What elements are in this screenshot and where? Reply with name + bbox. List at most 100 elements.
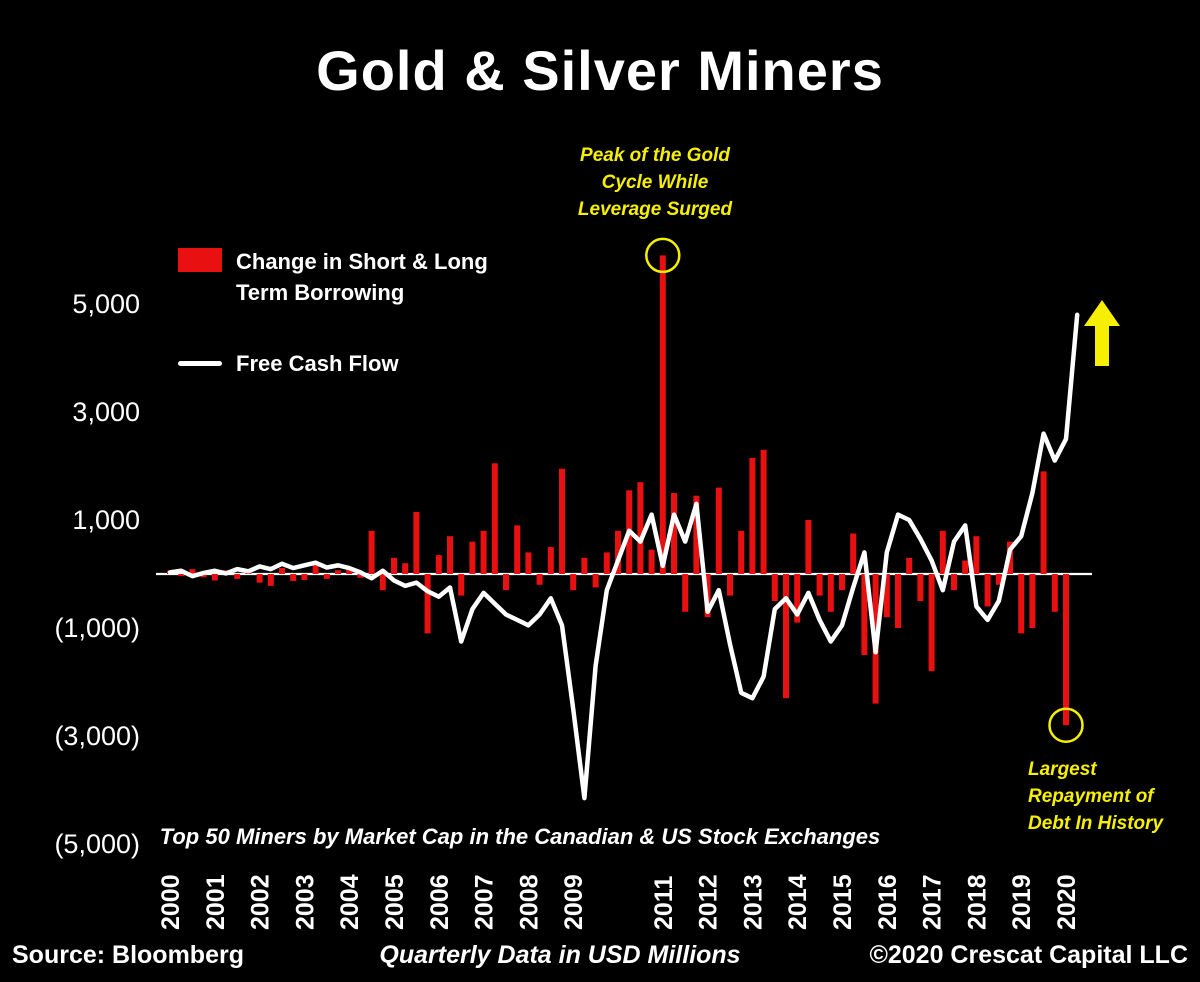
copyright-label: ©2020 Crescat Capital LLC (869, 941, 1188, 969)
borrowing-bar (514, 525, 521, 574)
legend-fcf-label: Free Cash Flow (236, 351, 399, 376)
x-tick-label: 2011 (650, 876, 678, 930)
borrowing-bar (984, 574, 991, 607)
units-label: Quarterly Data in USD Millions (379, 941, 741, 969)
borrowing-bar (850, 533, 857, 574)
borrowing-bar (760, 449, 767, 574)
borrowing-bar (435, 555, 442, 574)
borrowing-bar (861, 574, 868, 655)
borrowing-bar (346, 567, 353, 574)
repayment-annotation-line2: Repayment of (1028, 786, 1154, 807)
borrowing-bar (368, 530, 375, 574)
peak-circle-icon (645, 237, 681, 274)
peak-annotation: Peak of the Gold Cycle While Leverage Su… (525, 142, 785, 223)
x-tick-label: 2015 (829, 874, 857, 930)
borrowing-bar (659, 255, 666, 574)
borrowing-bar (603, 552, 610, 574)
borrowing-bar (816, 574, 823, 596)
borrowing-bar (738, 530, 745, 574)
borrowing-bar (1051, 574, 1058, 612)
x-tick-label: 2002 (247, 874, 275, 930)
borrowing-bar (391, 557, 397, 574)
legend-borrowing-row: Change in Short & Long Term Borrowing (178, 246, 488, 308)
y-tick-label: (5,000) (54, 829, 140, 859)
x-tick-label: 2016 (874, 874, 902, 930)
borrowing-bar (279, 568, 285, 574)
y-tick-label: 5,000 (72, 289, 140, 319)
borrowing-bar (805, 520, 812, 574)
borrowing-swatch-icon (178, 248, 222, 272)
borrowing-bar (335, 570, 341, 574)
borrowing-bar (771, 574, 778, 601)
borrowing-bar (469, 541, 476, 574)
page-title: Gold & Silver Miners (316, 39, 884, 102)
borrowing-bar (693, 495, 700, 574)
borrowing-bar (895, 574, 901, 628)
x-tick-label: 2009 (560, 874, 588, 930)
x-tick-label: 2005 (381, 874, 409, 930)
x-tick-label: 2014 (784, 874, 812, 930)
borrowing-bar (570, 574, 577, 591)
borrowing-bar (637, 482, 644, 574)
borrowing-bar (939, 530, 946, 574)
borrowing-bar (357, 574, 364, 578)
borrowing-bar (682, 574, 689, 612)
borrowing-bar (312, 565, 319, 574)
borrowing-bar (200, 574, 207, 578)
x-tick-label: 2018 (963, 874, 991, 930)
borrowing-bar (928, 574, 935, 672)
borrowing-bar (256, 574, 263, 583)
repayment-annotation: Largest Repayment of Debt In History (1028, 756, 1198, 837)
fcf-line (167, 312, 1080, 801)
borrowing-bar (447, 536, 453, 574)
repayment-annotation-line1: Largest (1028, 759, 1097, 780)
y-tick-label: (1,000) (54, 613, 140, 643)
borrowing-bar (503, 574, 509, 591)
borrowing-bar (648, 549, 655, 574)
x-tick-label: 2012 (695, 874, 723, 930)
chart-subtitle: Top 50 Miners by Market Cap in the Canad… (159, 824, 881, 849)
x-tick-label: 2003 (291, 874, 319, 930)
fcf-swatch-icon (178, 361, 222, 366)
y-tick-label: 3,000 (72, 397, 140, 427)
x-tick-label: 2004 (336, 874, 364, 930)
borrowing-bar (794, 574, 801, 623)
x-tick-label: 2000 (157, 874, 185, 930)
borrowing-bar (951, 574, 957, 591)
borrowing-bar (1029, 574, 1036, 628)
borrowing-bar (379, 574, 386, 591)
x-tick-label: 2006 (426, 874, 454, 930)
borrowing-bar (402, 563, 409, 574)
legend-borrowing-line2: Term Borrowing (236, 280, 405, 305)
x-tick-label: 2007 (471, 874, 499, 930)
borrowing-bar (615, 530, 621, 574)
borrowing-bar (234, 574, 241, 579)
borrowing-bar (906, 557, 913, 574)
borrowing-bar (783, 574, 789, 699)
borrowing-bar (301, 574, 308, 580)
borrowing-bar (424, 574, 431, 634)
borrowing-bar (727, 574, 733, 596)
borrowing-bar (178, 574, 185, 577)
borrowing-bar (1040, 471, 1047, 574)
borrowing-bar (290, 574, 297, 582)
borrowing-bar (995, 574, 1002, 585)
borrowing-bar (323, 574, 330, 579)
x-tick-label: 2017 (919, 874, 947, 930)
x-tick-label: 2001 (202, 874, 230, 930)
borrowing-bar (211, 574, 218, 581)
borrowing-bar (962, 560, 969, 574)
borrowing-bar (592, 574, 599, 588)
borrowing-bar (559, 468, 565, 574)
x-tick-label: 2019 (1008, 874, 1036, 930)
borrowing-bar (749, 457, 756, 574)
borrowing-bar (715, 487, 722, 574)
borrowing-bar (1018, 574, 1025, 634)
up-arrow-icon (1084, 300, 1120, 366)
legend-borrowing-line1: Change in Short & Long (236, 249, 488, 274)
borrowing-bar (491, 463, 498, 574)
repayment-annotation-line3: Debt In History (1028, 813, 1164, 834)
borrowing-bar (581, 557, 588, 574)
borrowing-bar (189, 569, 196, 574)
borrowing-bar (536, 574, 543, 585)
